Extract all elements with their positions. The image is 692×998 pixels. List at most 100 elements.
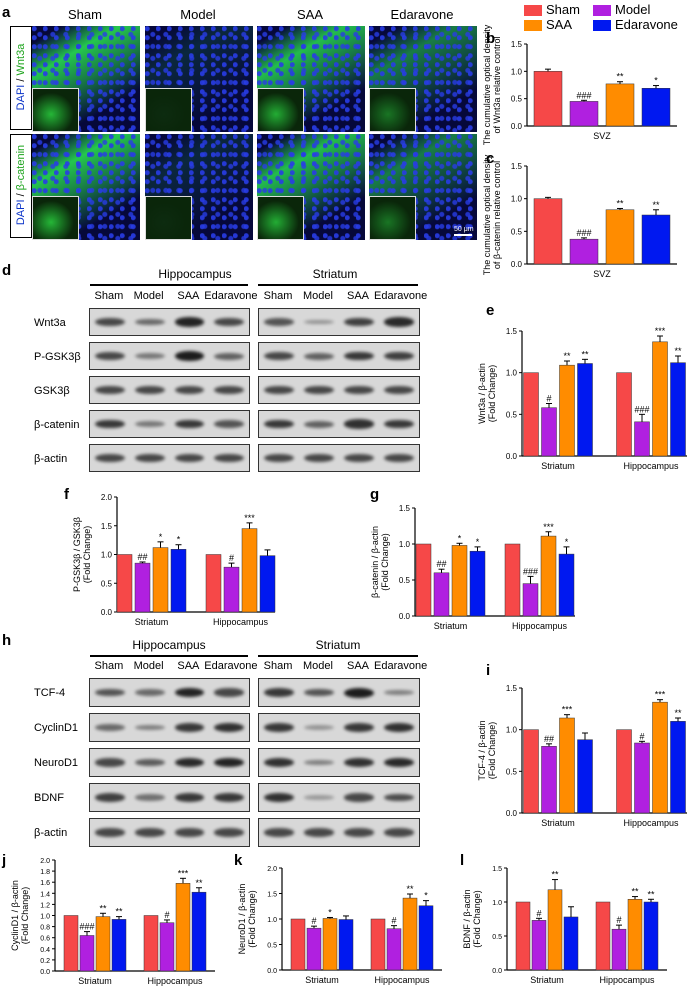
y-axis-label: (Fold Change): [20, 887, 30, 945]
blot-strip: [89, 713, 250, 742]
panel-letter-b: b: [486, 30, 496, 47]
y-axis-label: BDNF / β-actin: [462, 889, 472, 948]
bar-sham: [370, 918, 386, 971]
blot-band: [95, 793, 125, 802]
y-tick-label: 1.0: [40, 914, 50, 921]
bar-saa: [402, 897, 418, 971]
blot-band: [384, 828, 414, 837]
blot-strip: [258, 713, 420, 742]
y-tick-label: 1.8: [40, 869, 50, 876]
lane-label: Sham: [94, 660, 124, 672]
y-tick-label: 0.4: [40, 947, 50, 954]
legend-swatch-sham: [524, 5, 542, 16]
y-axis-label: TCF-4 / β-actin: [477, 720, 487, 780]
legend-label-edaravone: Edaravone: [615, 17, 678, 32]
blot-band: [344, 723, 374, 732]
blot-band: [134, 758, 165, 767]
if-inset: [32, 87, 80, 132]
y-axis-label: The cumulative optical density: [482, 154, 492, 275]
panel-letter-c: c: [486, 150, 495, 167]
blot-band: [95, 419, 125, 429]
bar-model: [634, 742, 650, 814]
if-row1-label-box: DAPI / Wnt3a: [10, 26, 32, 130]
significance-label: *: [159, 532, 163, 542]
panel-letter-g: g: [370, 486, 380, 503]
blot-strip: [89, 444, 250, 472]
blot-h-line-right: [258, 655, 418, 657]
bar-model: [611, 928, 627, 971]
blot-h-line-left: [90, 655, 248, 657]
significance-label: #: [616, 915, 621, 925]
bar-saa: [652, 341, 668, 457]
blot-row-label: P-GSK3β: [34, 350, 81, 363]
blot-row-label: Wnt3a: [34, 316, 66, 329]
y-axis-label: (Fold Change): [82, 526, 92, 584]
y-tick-label: 0.0: [399, 612, 411, 621]
blot-band: [264, 385, 294, 395]
x-category-label: Striatum: [541, 461, 575, 471]
y-tick-label: 0.5: [267, 943, 277, 950]
blot-band: [214, 420, 244, 428]
blot-band: [304, 688, 334, 697]
legend-label-sham: Sham: [546, 2, 580, 17]
blot-band: [344, 351, 374, 361]
if-image-r2-sham: [32, 134, 140, 240]
blot-row-label: β-actin: [34, 826, 68, 839]
if-image-r1-saa: [257, 26, 365, 132]
legend-label-saa: SAA: [546, 17, 573, 32]
if-inset: [369, 87, 417, 132]
bar-sham: [616, 372, 632, 457]
blot-band: [95, 351, 125, 361]
significance-label: ###: [576, 228, 591, 238]
blot-band: [214, 385, 244, 395]
y-tick-label: 0.6: [40, 936, 50, 943]
bar-edaravone: [577, 739, 593, 814]
blot-row-label: β-actin: [34, 452, 68, 465]
blot-row-label: NeuroD1: [34, 756, 79, 769]
bar-saa: [95, 916, 111, 972]
blot-band: [384, 689, 414, 696]
y-tick-label: 1.5: [492, 866, 502, 873]
blot-band: [174, 385, 205, 395]
blot-band: [134, 689, 165, 696]
blot-band: [304, 828, 334, 837]
blot-band: [344, 793, 374, 802]
bar-model: [569, 238, 599, 265]
bar-edaravone: [670, 362, 686, 457]
significance-label: *: [328, 907, 332, 917]
y-axis-label: (Fold Change): [247, 890, 257, 948]
blot-band: [384, 351, 414, 361]
lane-label: SAA: [346, 660, 369, 672]
bar-sham: [595, 901, 611, 971]
bar-sham: [616, 729, 632, 814]
x-category-label: Hippocampus: [374, 975, 430, 985]
y-axis-label: (Fold Change): [380, 533, 390, 591]
y-axis-label: (Fold Change): [487, 722, 497, 780]
blot-row-label: BDNF: [34, 791, 64, 804]
blot-band: [214, 722, 244, 733]
bar-edaravone: [670, 721, 686, 814]
significance-label: **: [647, 889, 655, 899]
y-tick-label: 1.0: [267, 917, 277, 924]
significance-label: ##: [436, 559, 446, 569]
scalebar: [454, 234, 472, 236]
x-category-label: Hippocampus: [623, 818, 679, 828]
x-category-label: Striatum: [135, 617, 169, 627]
x-category-label: Striatum: [434, 621, 468, 631]
if-inset: [145, 195, 193, 240]
if-image-r1-sham: [32, 26, 140, 132]
y-axis-label: NeuroD1 / β-actin: [237, 884, 247, 955]
significance-label: **: [674, 708, 682, 718]
lane-label: Edaravone: [204, 660, 258, 672]
bar-saa: [451, 545, 468, 617]
lane-label: SAA: [177, 660, 200, 672]
lane-label: Sham: [263, 290, 293, 302]
significance-label: *: [177, 535, 181, 545]
blot-band: [304, 453, 334, 463]
y-tick-label: 2.0: [267, 866, 277, 873]
blot-band: [95, 385, 125, 395]
y-axis-label: of β-catenin relative control: [492, 161, 502, 269]
y-tick-label: 1.0: [511, 67, 523, 76]
blot-band: [384, 317, 414, 327]
blot-row-label: CyclinD1: [34, 721, 79, 734]
